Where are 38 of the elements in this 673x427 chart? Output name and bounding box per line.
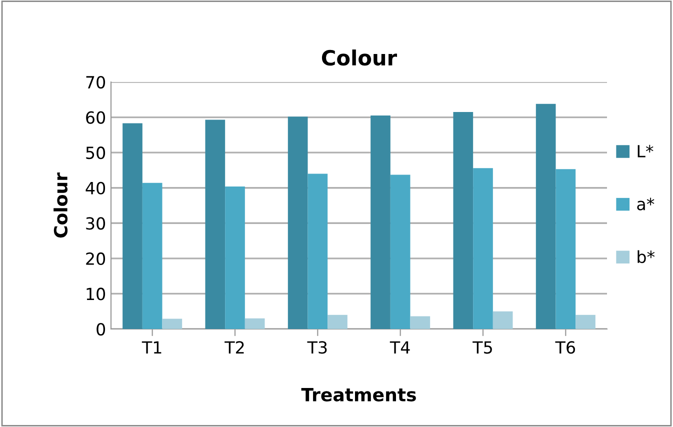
- bar: [536, 104, 556, 329]
- y-tick-label: 20: [86, 252, 106, 265]
- bar: [328, 314, 348, 329]
- bar: [205, 120, 226, 329]
- legend-label: b*: [638, 250, 655, 264]
- x-tick-label: T4: [390, 341, 410, 354]
- y-tick-label: 0: [96, 322, 106, 336]
- chart-title: Colour: [322, 50, 398, 66]
- bar: [142, 182, 162, 329]
- bar: [390, 174, 410, 329]
- y-tick-label: 10: [86, 288, 106, 300]
- x-tick-label: T1: [142, 341, 162, 354]
- bar: [556, 169, 576, 329]
- bar: [122, 123, 142, 329]
- bar: [410, 316, 430, 329]
- bar: [308, 174, 328, 329]
- bar: [492, 311, 513, 329]
- x-tick-label: T6: [555, 341, 576, 354]
- bar: [453, 112, 474, 329]
- y-axis-title: Colour: [54, 172, 68, 238]
- y-tick-label: 30: [86, 217, 106, 230]
- bar: [244, 318, 265, 329]
- y-tick-label: 70: [86, 76, 106, 89]
- legend-label: L*: [638, 144, 654, 158]
- bar: [473, 168, 493, 329]
- x-axis-title: Treatments: [301, 388, 416, 402]
- legend-label: a*: [637, 198, 654, 210]
- bar: [225, 186, 245, 329]
- y-tick-label: 50: [86, 146, 106, 160]
- bar: [576, 314, 596, 329]
- bar: [162, 318, 182, 329]
- y-tick-label: 40: [86, 182, 106, 194]
- x-tick-label: T5: [472, 341, 492, 354]
- bar: [370, 116, 390, 329]
- x-tick-label: T2: [224, 341, 244, 354]
- y-tick-label: 60: [86, 111, 106, 124]
- x-tick-label: T3: [307, 341, 327, 354]
- bar: [288, 116, 308, 329]
